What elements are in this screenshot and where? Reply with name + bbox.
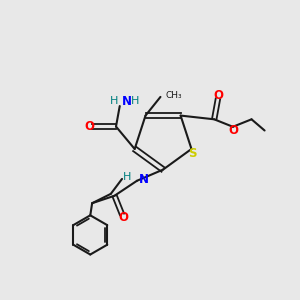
Text: O: O bbox=[213, 89, 223, 103]
Text: CH₃: CH₃ bbox=[165, 92, 182, 100]
Text: O: O bbox=[84, 120, 94, 133]
Text: O: O bbox=[229, 124, 239, 136]
Text: O: O bbox=[118, 211, 128, 224]
Text: H: H bbox=[131, 96, 139, 106]
Text: H: H bbox=[123, 172, 131, 182]
Text: S: S bbox=[188, 147, 196, 160]
Text: N: N bbox=[139, 173, 149, 186]
Text: N: N bbox=[122, 95, 132, 108]
Text: H: H bbox=[110, 96, 118, 106]
